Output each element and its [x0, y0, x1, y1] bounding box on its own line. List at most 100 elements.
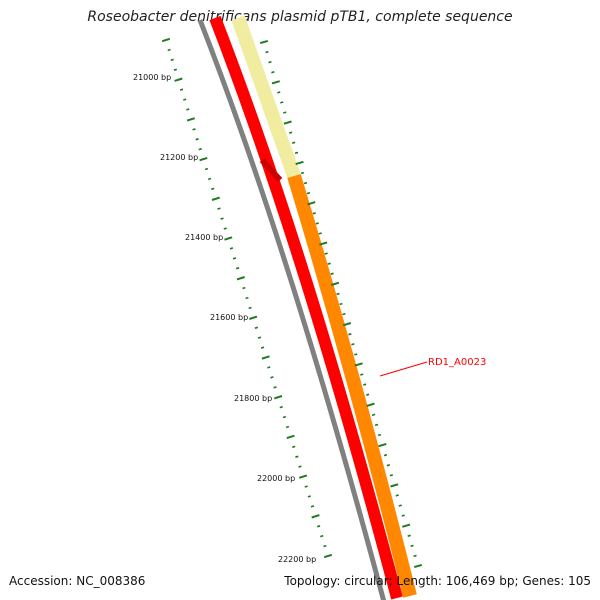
minor-tick: [339, 302, 343, 306]
major-tick: [286, 434, 295, 440]
major-tick: [174, 77, 183, 82]
minor-tick: [407, 534, 411, 537]
minor-tick: [413, 554, 417, 558]
minor-tick: [223, 227, 227, 230]
major-tick: [307, 201, 316, 206]
minor-tick: [351, 343, 355, 346]
minor-tick: [204, 167, 209, 171]
minor-tick: [232, 257, 237, 260]
minor-tick: [307, 495, 311, 498]
minor-tick: [186, 108, 190, 111]
minor-tick: [327, 262, 331, 265]
minor-tick: [211, 187, 215, 191]
minor-tick: [395, 494, 399, 497]
major-tick: [211, 196, 220, 201]
minor-tick: [323, 544, 327, 548]
major-tick: [319, 241, 328, 246]
minor-tick: [398, 504, 402, 507]
scale-label-21000: 21000 bp: [133, 73, 171, 82]
minor-tick: [179, 88, 184, 91]
map-title: Roseobacter denitrificans plasmid pTB1, …: [87, 9, 513, 25]
minor-tick: [173, 68, 178, 71]
minor-tick: [288, 131, 293, 134]
minor-tick: [270, 376, 274, 379]
minor-tick: [229, 247, 234, 250]
major-tick: [259, 39, 269, 45]
scale-label-22200: 22200 bp: [278, 555, 316, 564]
minor-tick: [291, 141, 296, 144]
minor-tick: [285, 425, 290, 429]
minor-tick: [283, 111, 287, 114]
minor-tick: [257, 336, 262, 339]
major-tick: [342, 322, 352, 327]
minor-tick: [198, 147, 202, 151]
major-tick: [249, 315, 258, 320]
major-tick: [261, 355, 270, 360]
minor-tick: [310, 505, 315, 508]
major-tick: [271, 80, 280, 85]
minor-tick: [383, 453, 388, 457]
minor-tick: [260, 346, 265, 349]
gene-pale-yellow[interactable]: [231, 15, 301, 179]
minor-tick: [300, 171, 305, 175]
minor-tick: [306, 191, 311, 195]
scale-label-21200: 21200 bp: [160, 153, 198, 162]
major-tick: [161, 37, 171, 43]
minor-tick: [279, 405, 283, 409]
sequence-backbone: [197, 19, 387, 600]
minor-tick: [303, 181, 308, 185]
major-tick: [402, 523, 411, 528]
major-tick: [236, 276, 245, 281]
minor-tick: [377, 433, 382, 437]
minor-tick: [298, 465, 302, 468]
minor-tick: [235, 267, 240, 270]
minor-tick: [277, 91, 281, 94]
minor-tick: [267, 366, 271, 369]
scale-label-21600: 21600 bp: [210, 313, 248, 322]
major-tick: [413, 563, 423, 569]
minor-tick: [294, 151, 299, 155]
minor-tick: [374, 423, 379, 427]
minor-tick: [360, 373, 364, 376]
minor-tick: [312, 212, 317, 215]
major-tick: [323, 553, 333, 559]
minor-tick: [316, 525, 321, 528]
minor-tick: [320, 534, 324, 538]
inner-scale-ticks: [161, 37, 333, 559]
minor-tick: [273, 386, 277, 389]
minor-tick: [271, 71, 275, 74]
minor-tick: [268, 60, 272, 64]
minor-tick: [371, 413, 376, 417]
gene-red-dark-segment[interactable]: [259, 157, 283, 183]
minor-tick: [292, 445, 296, 449]
major-tick: [283, 120, 292, 125]
gene-orange[interactable]: [287, 173, 417, 598]
minor-tick: [330, 272, 334, 275]
minor-tick: [217, 207, 221, 210]
minor-tick: [192, 128, 196, 131]
minor-tick: [304, 485, 308, 488]
scale-label-21400: 21400 bp: [185, 233, 223, 242]
minor-tick: [195, 138, 199, 141]
minor-tick: [318, 232, 322, 235]
minor-tick: [324, 252, 328, 255]
minor-tick: [282, 415, 287, 419]
minor-tick: [295, 455, 299, 458]
gene-label-rd1-a0023[interactable]: RD1_A0023: [428, 357, 486, 368]
minor-tick: [336, 292, 340, 296]
major-tick: [186, 117, 196, 122]
major-tick: [330, 281, 340, 286]
minor-tick: [183, 98, 187, 101]
major-tick: [390, 483, 399, 488]
minor-tick: [220, 217, 224, 220]
gene-red[interactable]: [209, 15, 403, 600]
major-tick: [311, 514, 320, 519]
outer-scale-ticks: [259, 39, 423, 569]
minor-tick: [245, 296, 249, 300]
minor-tick: [410, 544, 414, 548]
major-tick: [199, 156, 208, 162]
minor-tick: [280, 101, 284, 104]
major-tick: [298, 474, 308, 479]
minor-tick: [265, 50, 269, 54]
minor-tick: [315, 222, 319, 225]
